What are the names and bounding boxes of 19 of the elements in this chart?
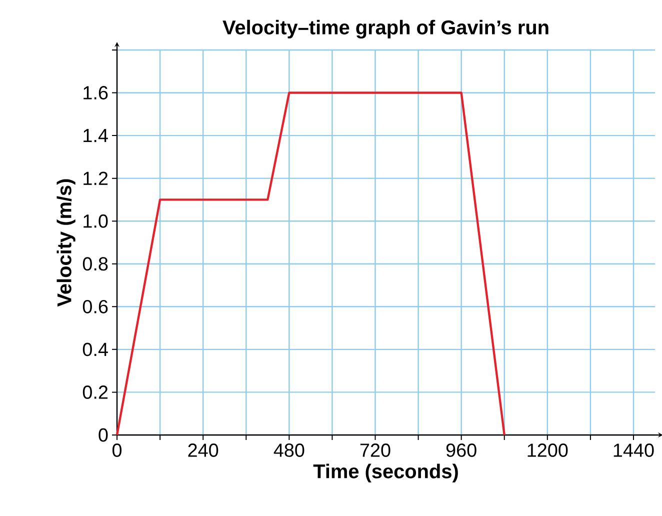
- y-tick-label: 0.4: [82, 342, 108, 356]
- x-tick-label: 480: [274, 444, 304, 457]
- y-tick-label: 1.6: [84, 86, 108, 100]
- y-tick-label: 0: [98, 428, 108, 442]
- y-tick-label: 1.4: [84, 129, 108, 142]
- y-tick-label: 0.2: [82, 386, 108, 399]
- x-tick-label: 240: [188, 444, 218, 457]
- x-tick-label: 0: [112, 444, 122, 457]
- y-tick-label: 1.2: [84, 172, 108, 185]
- x-tick-label: 720: [360, 444, 390, 457]
- x-tick-label: 1440: [614, 444, 654, 457]
- x-axis-title: Time (seconds): [313, 464, 458, 482]
- y-tick-label: 0.6: [82, 300, 108, 314]
- chart-title: Velocity–time graph of Gavin’s run: [222, 20, 548, 38]
- y-axis-title: Velocity (m/s): [56, 179, 76, 307]
- x-tick-label: 1200: [528, 444, 568, 457]
- x-tick-label: 960: [446, 444, 476, 457]
- y-tick-label: 0.8: [82, 257, 108, 271]
- y-tick-label: 1.0: [84, 214, 108, 228]
